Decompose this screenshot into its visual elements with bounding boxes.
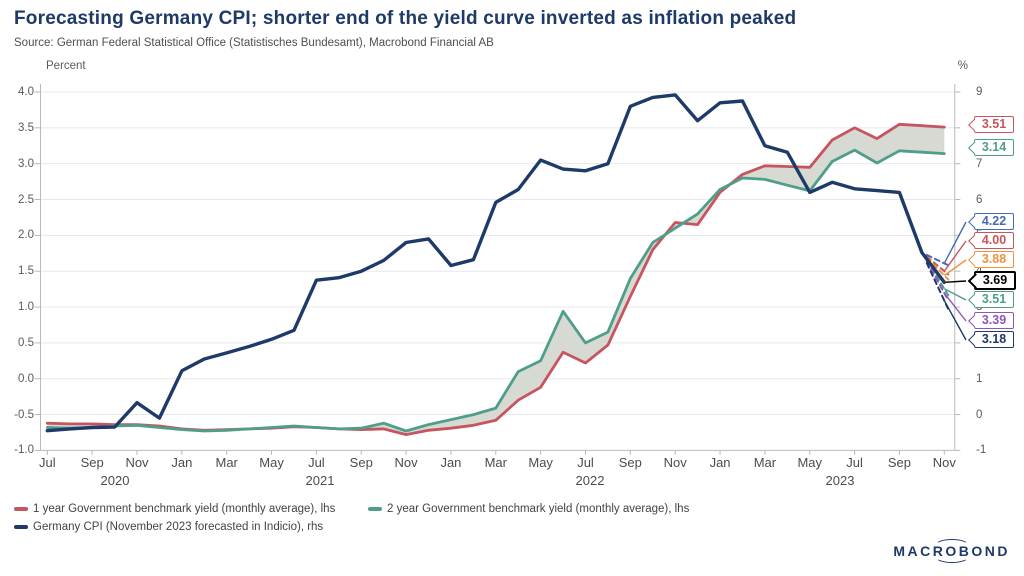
callout-forecast-5: 3.51 — [974, 291, 1014, 308]
x-axis-month-label: Jul — [38, 455, 56, 470]
x-axis-month-label: Mar — [753, 455, 777, 470]
callout-leader-line — [943, 292, 967, 322]
x-axis-year-label: 2023 — [825, 473, 855, 488]
logo-text-o: O — [945, 543, 959, 559]
x-axis-month-label: Mar — [215, 455, 238, 470]
right-axis-tick-label: 1 — [976, 372, 983, 385]
x-axis-year-label: 2021 — [305, 473, 335, 488]
callout-leader-line — [943, 288, 967, 301]
legend-item-1y-yield: 1 year Government benchmark yield (month… — [14, 502, 335, 516]
x-axis-month-label: Nov — [932, 455, 956, 470]
left-axis-tick-label: 1.0 — [18, 301, 34, 314]
legend-swatch-navy — [14, 525, 28, 529]
callout-yield-1y: 3.51 — [974, 116, 1014, 133]
left-axis-tick-label: 3.5 — [18, 121, 34, 134]
x-axis-month-label: Jan — [709, 455, 731, 470]
left-axis-tick-label: 2.0 — [18, 229, 34, 242]
right-axis-tick-label: 0 — [976, 408, 983, 421]
callout-leader-line — [943, 259, 967, 277]
macrobond-logo: MACROBOND — [893, 539, 1010, 563]
callout-forecast-2-value: 4.00 — [981, 233, 1007, 247]
x-axis-month-label: Nov — [125, 455, 149, 470]
callout-yield-1y-value: 3.51 — [981, 117, 1007, 131]
callout-forecast-1: 4.22 — [974, 213, 1014, 230]
left-axis-tick-label: 4.0 — [18, 86, 34, 98]
yield-spread-fill — [47, 124, 945, 435]
left-axis-tick-label: 0.0 — [18, 372, 34, 385]
page-title: Forecasting Germany CPI; shorter end of … — [14, 8, 797, 29]
x-axis-month-label: Nov — [663, 455, 687, 470]
x-axis-month-label: Jan — [171, 455, 193, 470]
right-axis-title: % — [957, 60, 968, 72]
x-axis-month-label: Sep — [887, 455, 911, 470]
callout-forecast-7: 3.18 — [974, 331, 1014, 348]
callout-forecast-main: 3.69 — [974, 271, 1016, 290]
left-axis-tick-label: 3.0 — [18, 157, 34, 170]
legend-label-1y-yield: 1 year Government benchmark yield (month… — [33, 503, 336, 515]
callout-yield-2y-value: 3.14 — [981, 140, 1007, 154]
x-axis-month-label: May — [259, 455, 284, 470]
callout-forecast-7-value: 3.18 — [981, 332, 1007, 346]
x-axis-month-label: Sep — [349, 455, 373, 470]
legend-swatch-red — [14, 507, 28, 511]
callout-forecast-3-value: 3.88 — [981, 252, 1007, 266]
x-axis-year-label: 2022 — [575, 473, 605, 488]
cpi-line — [45, 93, 946, 433]
legend-label-cpi: Germany CPI (November 2023 forecasted in… — [33, 521, 324, 533]
legend-item-2y-yield: 2 year Government benchmark yield (month… — [368, 502, 689, 516]
callout-leader-line — [943, 221, 967, 264]
forecast-fan-branch — [925, 255, 950, 276]
right-axis-tick-label: 6 — [976, 193, 983, 206]
callout-forecast-6: 3.39 — [974, 312, 1014, 329]
forecast-fan-branch — [925, 259, 950, 297]
callout-leader-line — [944, 280, 967, 284]
right-axis-tick-label: -1 — [976, 444, 987, 457]
left-axis-tick-label: 1.5 — [18, 265, 34, 278]
logo-orbit-o: O — [935, 539, 971, 563]
callout-forecast-2: 4.00 — [974, 232, 1014, 249]
callout-leader-line — [943, 240, 967, 272]
callout-forecast-3: 3.88 — [974, 251, 1014, 268]
x-axis-month-label: Jul — [846, 455, 863, 470]
left-axis-tick-label: -0.5 — [14, 408, 34, 421]
callout-forecast-6-value: 3.39 — [981, 313, 1007, 327]
callout-forecast-main-value: 3.69 — [982, 273, 1008, 287]
callout-yield-2y: 3.14 — [974, 139, 1014, 156]
left-axis-tick-label: 0.5 — [18, 336, 34, 349]
right-axis-tick-label: 7 — [976, 157, 983, 170]
legend-label-2y-yield: 2 year Government benchmark yield (month… — [387, 503, 690, 515]
source-note: Source: German Federal Statistical Offic… — [14, 37, 494, 49]
legend-item-cpi: Germany CPI (November 2023 forecasted in… — [14, 520, 323, 534]
yield-2y-line — [45, 148, 946, 433]
right-axis-tick-label: 9 — [976, 86, 983, 98]
x-axis-month-label: Sep — [80, 455, 104, 470]
left-axis-title: Percent — [46, 60, 86, 72]
x-axis-month-label: Sep — [618, 455, 642, 470]
callout-forecast-5-value: 3.51 — [981, 292, 1007, 306]
x-axis-month-label: Jan — [440, 455, 462, 470]
x-axis-month-label: Mar — [484, 455, 507, 470]
forecast-fan-branch — [925, 262, 950, 311]
left-axis-tick-label: -1.0 — [14, 444, 34, 457]
logo-text-post: BOND — [958, 543, 1010, 559]
logo-text-pre: MACR — [893, 543, 946, 559]
legend-swatch-green — [368, 507, 382, 511]
x-axis-month-label: May — [528, 455, 553, 470]
callout-forecast-1-value: 4.22 — [981, 214, 1007, 228]
x-axis-month-label: Jul — [577, 455, 594, 470]
left-axis-tick-label: 2.5 — [18, 193, 34, 206]
x-axis-year-label: 2020 — [100, 473, 130, 488]
x-axis-month-label: May — [797, 455, 823, 470]
callout-leader-line — [943, 300, 967, 341]
x-axis-month-label: Jul — [308, 455, 325, 470]
x-axis-month-label: Nov — [394, 455, 418, 470]
